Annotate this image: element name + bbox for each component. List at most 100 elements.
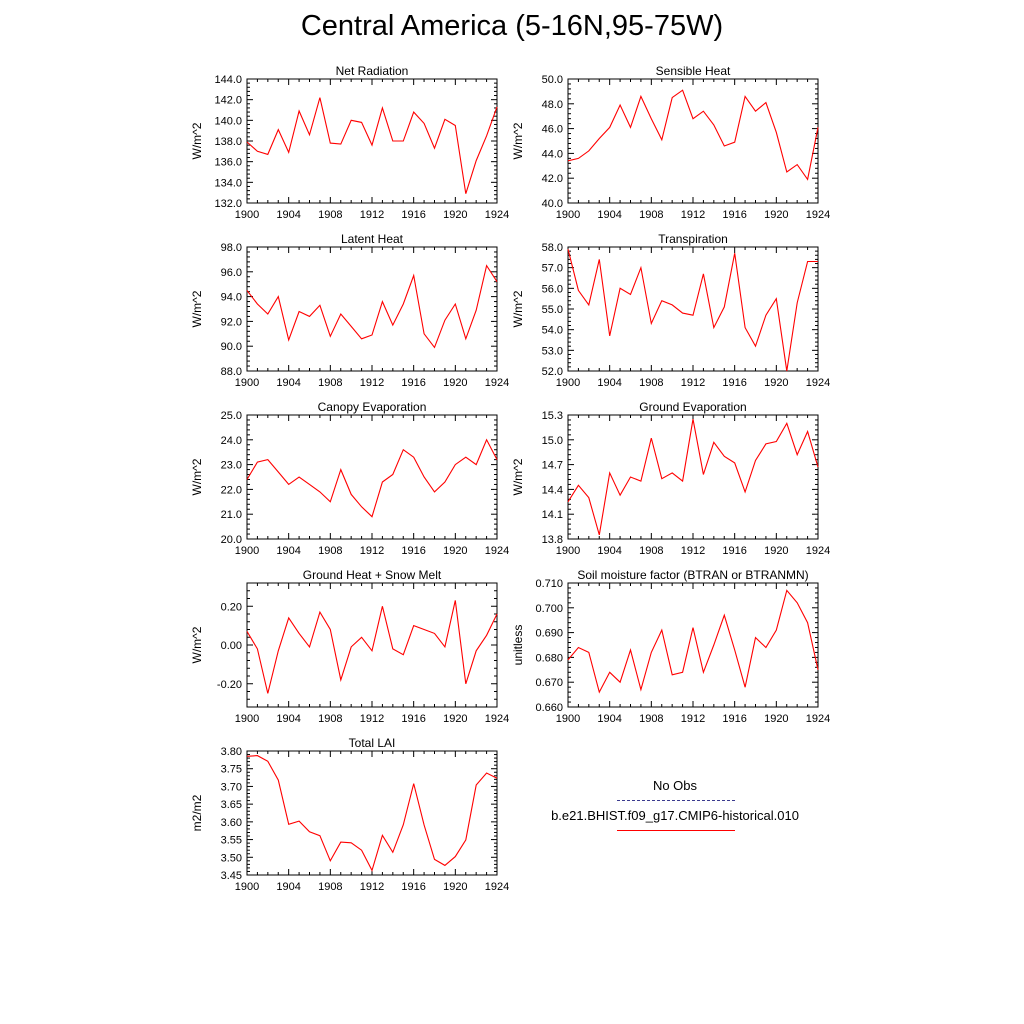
x-tick-label: 1924 (485, 713, 509, 725)
series-line (567, 589, 819, 694)
x-tick-label: 1924 (485, 881, 509, 893)
y-tick-label: 88.0 (221, 366, 242, 378)
x-tick-label: 1900 (556, 713, 580, 725)
series-line (246, 755, 498, 872)
x-tick-label: 1904 (597, 545, 621, 557)
y-tick-label: 90.0 (221, 341, 242, 353)
y-tick-label: 58.0 (542, 242, 563, 254)
plot-frame (246, 78, 498, 204)
x-tick-label: 1900 (235, 713, 259, 725)
x-tick-label: 1916 (401, 713, 425, 725)
panel-title: Net Radiation (336, 64, 409, 78)
plot-frame (246, 414, 498, 540)
y-axis-label: W/m^2 (511, 290, 525, 327)
x-tick-label: 1904 (276, 881, 300, 893)
x-tick-label: 1912 (360, 377, 384, 389)
y-tick-label: 0.680 (535, 652, 563, 664)
y-tick-label: 52.0 (542, 366, 563, 378)
x-tick-label: 1924 (806, 713, 830, 725)
y-tick-label: 53.0 (542, 345, 563, 357)
x-tick-label: 1904 (276, 545, 300, 557)
x-tick-label: 1916 (722, 209, 746, 221)
y-tick-label: 92.0 (221, 316, 242, 328)
y-tick-label: 3.60 (221, 817, 242, 829)
page-title: Central America (5-16N,95-75W) (300, 10, 724, 42)
y-tick-label: 142.0 (214, 95, 242, 107)
x-tick-label: 1908 (318, 881, 342, 893)
x-tick-label: 1924 (485, 545, 509, 557)
y-tick-label: 0.20 (221, 601, 242, 613)
x-tick-label: 1904 (597, 377, 621, 389)
y-axis-label: W/m^2 (511, 458, 525, 495)
y-axis-label: W/m^2 (190, 626, 204, 663)
x-tick-label: 1908 (639, 377, 663, 389)
y-tick-label: 3.65 (221, 799, 242, 811)
series-line (246, 600, 498, 694)
panel-title: Ground Heat + Snow Melt (303, 568, 442, 582)
y-tick-label: 138.0 (214, 136, 242, 148)
x-tick-label: 1912 (681, 713, 705, 725)
legend-obs-label: No Obs (652, 778, 698, 793)
x-tick-label: 1900 (235, 377, 259, 389)
y-tick-label: -0.20 (217, 679, 242, 691)
x-tick-label: 1908 (318, 545, 342, 557)
y-tick-label: 134.0 (214, 177, 242, 189)
x-tick-label: 1908 (318, 377, 342, 389)
y-tick-label: 48.0 (542, 99, 563, 111)
x-tick-label: 1912 (360, 881, 384, 893)
legend-model-line (617, 830, 735, 831)
x-tick-label: 1900 (235, 209, 259, 221)
panel-title: Canopy Evaporation (318, 400, 427, 414)
x-tick-label: 1924 (806, 545, 830, 557)
y-axis-label: m2/m2 (190, 794, 204, 831)
x-tick-label: 1916 (401, 881, 425, 893)
y-tick-label: 54.0 (542, 325, 563, 337)
panel-title: Latent Heat (341, 232, 404, 246)
y-tick-label: 46.0 (542, 124, 563, 136)
series-line (567, 248, 818, 372)
x-tick-label: 1900 (556, 377, 580, 389)
x-tick-label: 1920 (443, 713, 467, 725)
x-tick-label: 1908 (318, 209, 342, 221)
y-axis-label: W/m^2 (511, 122, 525, 159)
x-tick-label: 1900 (556, 545, 580, 557)
y-tick-label: 0.00 (221, 640, 242, 652)
x-tick-label: 1904 (597, 209, 621, 221)
x-tick-label: 1912 (360, 545, 384, 557)
y-tick-label: 98.0 (221, 242, 242, 254)
x-tick-label: 1900 (235, 545, 259, 557)
x-tick-label: 1916 (401, 377, 425, 389)
y-tick-label: 24.0 (221, 435, 242, 447)
x-tick-label: 1920 (764, 209, 788, 221)
y-tick-label: 13.8 (542, 534, 563, 546)
panel-title: Total LAI (349, 736, 396, 750)
x-tick-label: 1912 (681, 377, 705, 389)
x-tick-label: 1920 (764, 545, 788, 557)
y-tick-label: 42.0 (542, 173, 563, 185)
y-tick-label: 132.0 (214, 198, 242, 210)
y-tick-label: 14.1 (542, 509, 563, 521)
y-tick-label: 22.0 (221, 484, 242, 496)
y-tick-label: 3.45 (221, 870, 242, 882)
x-tick-label: 1916 (722, 713, 746, 725)
y-tick-label: 21.0 (221, 509, 242, 521)
y-tick-label: 94.0 (221, 292, 242, 304)
y-tick-label: 56.0 (542, 283, 563, 295)
x-tick-label: 1912 (360, 209, 384, 221)
legend-obs-line (617, 800, 735, 801)
x-tick-label: 1912 (681, 545, 705, 557)
x-tick-label: 1904 (276, 377, 300, 389)
x-tick-label: 1920 (443, 377, 467, 389)
panel-title: Transpiration (658, 232, 728, 246)
x-tick-label: 1920 (764, 713, 788, 725)
y-tick-label: 136.0 (214, 157, 242, 169)
y-tick-label: 40.0 (542, 198, 563, 210)
y-tick-label: 20.0 (221, 534, 242, 546)
y-tick-label: 15.0 (542, 435, 563, 447)
x-tick-label: 1900 (235, 881, 259, 893)
y-axis-label: unitless (511, 625, 525, 666)
x-tick-label: 1908 (639, 545, 663, 557)
y-tick-label: 144.0 (214, 74, 242, 86)
y-tick-label: 55.0 (542, 304, 563, 316)
